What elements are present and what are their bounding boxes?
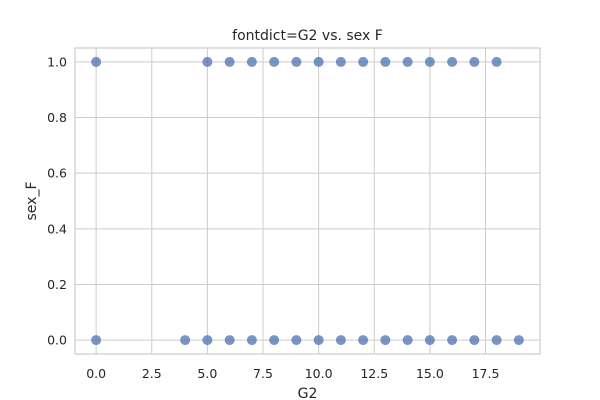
x-tick-label: 12.5 [360,366,388,381]
scatter-point [358,56,369,67]
y-axis-label: sex_F [24,182,40,221]
y-tick-label: 0.6 [47,166,67,181]
data-points [91,56,524,346]
y-tick-label: 0.4 [47,221,67,236]
x-tick-labels: 0.0 2.5 5.0 7.5 10.0 12.5 15.0 17.5 [86,366,499,381]
scatter-point [424,56,435,67]
y-tick-label: 0.0 [47,333,67,348]
y-tick-labels: 0.0 0.2 0.4 0.6 0.8 1.0 [47,54,67,347]
scatter-point [291,335,302,346]
y-tick-label: 1.0 [47,54,67,69]
x-tick-label: 5.0 [197,366,217,381]
y-tick-label: 0.8 [47,110,67,125]
scatter-point [335,335,346,346]
scatter-point [269,56,280,67]
x-tick-label: 0.0 [86,366,106,381]
scatter-point [380,56,391,67]
scatter-point [358,335,369,346]
scatter-point [402,335,413,346]
plot-frame [74,47,541,355]
x-axis-label: G2 [298,386,318,400]
scatter-point [202,56,213,67]
x-tick-label: 15.0 [416,366,444,381]
scatter-point [469,56,480,67]
scatter-point [224,335,235,346]
x-tick-label: 2.5 [142,366,162,381]
scatter-point [269,335,280,346]
scatter-point [246,56,257,67]
y-tick-label: 0.2 [47,277,67,292]
scatter-point [447,335,458,346]
scatter-point [91,335,102,346]
chart-title: fontdict=G2 vs. sex F [232,28,383,44]
scatter-point [447,56,458,67]
scatter-point [491,56,502,67]
grid [75,48,540,354]
scatter-point [469,335,480,346]
scatter-point [424,335,435,346]
scatter-point [202,335,213,346]
scatter-point [91,56,102,67]
x-tick-label: 7.5 [253,366,273,381]
scatter-point [513,335,524,346]
scatter-point [491,335,502,346]
scatter-point [313,335,324,346]
scatter-point [402,56,413,67]
x-tick-label: 17.5 [472,366,500,381]
scatter-point [246,335,257,346]
scatter-point [224,56,235,67]
scatter-point [335,56,346,67]
x-tick-label: 10.0 [305,366,333,381]
scatter-point [180,335,191,346]
scatter-point [313,56,324,67]
scatter-point [291,56,302,67]
scatter-point [380,335,391,346]
